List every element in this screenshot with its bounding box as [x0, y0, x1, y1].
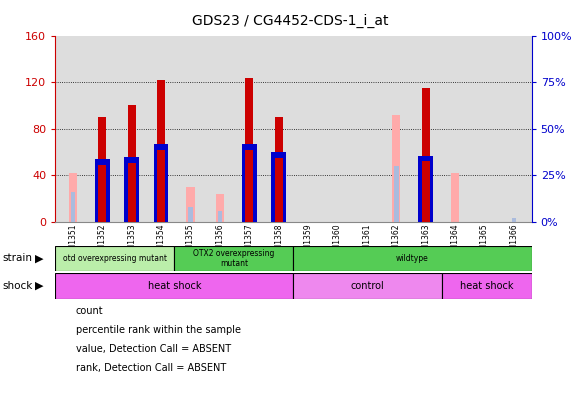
Bar [216, 194, 224, 222]
Bar [245, 78, 253, 145]
Bar [245, 78, 253, 222]
Bar [394, 166, 399, 222]
Bar [55, 273, 293, 299]
Bar [188, 207, 193, 222]
Bar [275, 158, 283, 222]
Bar [98, 165, 106, 222]
Bar [275, 117, 283, 222]
Bar [128, 163, 136, 222]
Bar [451, 173, 459, 222]
Text: shock: shock [3, 281, 33, 291]
Bar [422, 88, 430, 222]
Bar [98, 117, 106, 159]
Bar [124, 158, 139, 222]
Bar [128, 105, 136, 158]
Text: count: count [76, 306, 103, 316]
Bar [392, 115, 400, 222]
Bar [157, 80, 165, 222]
Text: wildtype: wildtype [396, 254, 429, 263]
Bar [55, 246, 174, 271]
Text: ▶: ▶ [35, 281, 44, 291]
Text: OTX2 overexpressing
mutant: OTX2 overexpressing mutant [193, 249, 275, 268]
Bar [98, 117, 106, 222]
Bar [157, 80, 165, 145]
Bar [418, 156, 433, 222]
Text: strain: strain [3, 253, 33, 263]
Text: otd overexpressing mutant: otd overexpressing mutant [63, 254, 167, 263]
Bar [95, 159, 110, 222]
Bar [69, 173, 77, 222]
Bar [293, 246, 532, 271]
Text: control: control [351, 281, 385, 291]
Bar [512, 218, 517, 222]
Text: heat shock: heat shock [148, 281, 201, 291]
Text: rank, Detection Call = ABSENT: rank, Detection Call = ABSENT [76, 363, 226, 373]
Text: ▶: ▶ [35, 253, 44, 263]
Text: value, Detection Call = ABSENT: value, Detection Call = ABSENT [76, 344, 231, 354]
Bar [70, 192, 75, 222]
Bar [275, 117, 283, 152]
Bar [157, 150, 165, 222]
Bar [218, 211, 222, 222]
Bar [271, 152, 286, 222]
Bar [293, 273, 442, 299]
Text: heat shock: heat shock [460, 281, 514, 291]
Text: GDS23 / CG4452-CDS-1_i_at: GDS23 / CG4452-CDS-1_i_at [192, 14, 389, 28]
Text: percentile rank within the sample: percentile rank within the sample [76, 325, 241, 335]
Bar [422, 162, 430, 222]
Bar [422, 88, 430, 156]
Bar [442, 273, 532, 299]
Bar [128, 105, 136, 222]
Bar [245, 150, 253, 222]
Bar [174, 246, 293, 271]
Bar [153, 145, 168, 222]
Bar [187, 187, 195, 222]
Bar [242, 145, 257, 222]
